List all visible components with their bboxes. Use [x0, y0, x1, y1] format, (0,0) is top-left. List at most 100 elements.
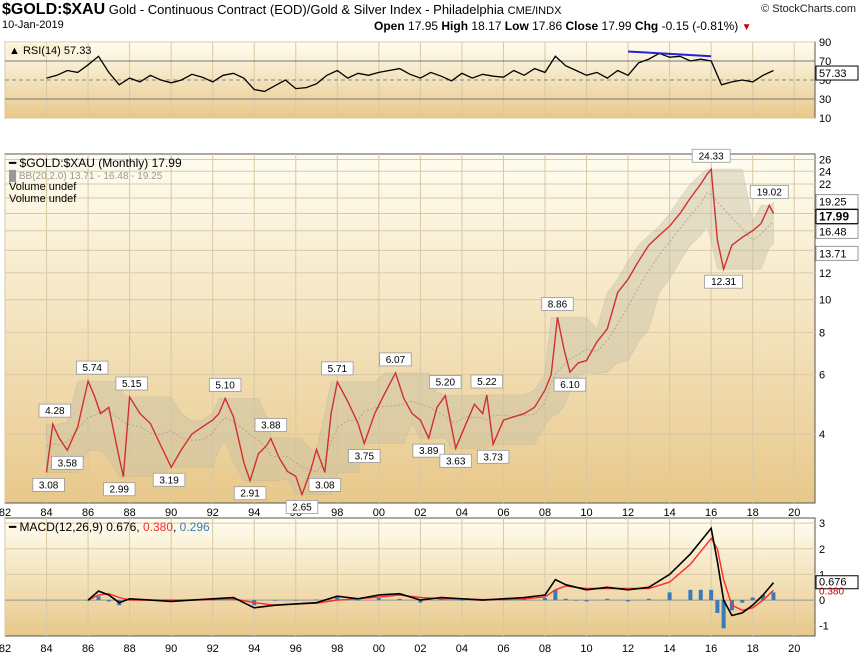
macd-legend-part: 0.296 [180, 520, 210, 534]
x-tick-label: 20 [788, 507, 800, 519]
price-line [45, 167, 775, 497]
x-tick-label: 98 [331, 507, 343, 519]
x-tick-label: 16 [705, 507, 717, 519]
macd-histogram-bar [721, 600, 726, 629]
annotation-box [439, 453, 472, 468]
annotation-label: 5.71 [328, 364, 348, 375]
bollinger-mid [46, 192, 774, 473]
annotation-label: 5.15 [122, 379, 142, 390]
rsi-tick-label: 30 [819, 94, 831, 106]
bb-legend: █ BB(20,2.0) 13.71 - 16.48 - 19.25 [9, 169, 163, 183]
macd-histogram-bar [86, 600, 91, 601]
x-tick-label: 04 [456, 507, 468, 519]
x-tick-label: 86 [82, 507, 94, 519]
price-tick-label: 12 [819, 268, 831, 280]
x-tick-label: 02 [414, 643, 426, 655]
macd-histogram-bar [553, 589, 558, 601]
annotation-label: 5.22 [477, 377, 497, 388]
x-tick-label: 12 [622, 507, 634, 519]
rsi-line [46, 52, 774, 93]
x-tick-label: 88 [123, 643, 135, 655]
annotation-label: 2.99 [109, 485, 129, 496]
x-tick-label: 96 [290, 643, 302, 655]
bollinger-band [46, 168, 774, 495]
annotation-label: 12.31 [711, 277, 736, 288]
macd-tick-label: 0 [819, 595, 825, 607]
macd-histogram-bar [459, 600, 464, 601]
x-tick-label: 86 [82, 643, 94, 655]
x-tick-label: 06 [497, 507, 509, 519]
x-tick-label: 02 [414, 507, 426, 519]
price-right-box [815, 245, 859, 261]
x-tick-label: 88 [123, 507, 135, 519]
x-tick-label: 06 [497, 643, 509, 655]
ohlc-line: Open 17.95 High 18.17 Low 17.86 Close 17… [374, 19, 752, 33]
macd-histogram-bar [584, 600, 589, 602]
annotation-label: 2.91 [240, 489, 260, 500]
annotation-label: 2.65 [292, 502, 312, 513]
annotation-label: 19.02 [757, 187, 782, 198]
annotation-label: 3.08 [39, 480, 59, 491]
price-right-label-bb_lower: 13.71 [819, 248, 847, 260]
macd-histogram-bar [314, 599, 319, 601]
price-right-box [815, 223, 859, 239]
annotation-label: 3.19 [159, 475, 179, 486]
annotation-box [470, 374, 504, 389]
rsi-current-value: 57.33 [819, 68, 847, 80]
macd-histogram-bar [771, 592, 776, 601]
x-tick-label: 92 [207, 507, 219, 519]
x-tick-label: 18 [747, 507, 759, 519]
annotation-label: 4.28 [45, 406, 65, 417]
price-tick-label: 10 [819, 295, 831, 307]
macd-legend-part: , [173, 520, 180, 534]
annotation-box [321, 361, 354, 376]
symbol: $GOLD:$XAU [2, 1, 106, 18]
macd-legend: ━ MACD(12,26,9) 0.676, 0.380, 0.296 [8, 520, 210, 534]
x-tick-label: 84 [40, 643, 52, 655]
x-tick-label: 94 [248, 507, 260, 519]
annotation-box [541, 297, 574, 311]
macd-current-value: 0.676 [819, 577, 847, 589]
annotation-box [379, 352, 412, 367]
rsi-divergence-line [628, 50, 712, 58]
macd-histogram-bar [397, 598, 402, 601]
x-tick-label: 08 [539, 507, 551, 519]
annotation-box [348, 449, 381, 463]
low-label: Low [504, 19, 529, 33]
macd-signal-current: 0.380 [819, 587, 844, 598]
open-label: Open [374, 19, 405, 33]
rsi-legend-bg [7, 44, 69, 56]
x-tick-label: 12 [622, 643, 634, 655]
exchange: CME/INDX [507, 5, 562, 17]
macd-histogram-bar [273, 600, 277, 601]
macd-histogram-bar [96, 596, 101, 601]
annotation-box [704, 274, 744, 289]
macd-histogram-bar [574, 600, 579, 601]
annotation-box [429, 375, 462, 389]
x-tick-label: 98 [331, 643, 343, 655]
description: Gold - Continuous Contract (EOD)/Gold & … [108, 2, 504, 17]
macd-panel [4, 517, 816, 637]
x-tick-label: 00 [373, 507, 385, 519]
macd-legend-part: 0.380 [143, 520, 173, 534]
macd-legend-part: 0.676 [106, 520, 136, 534]
annotation-box [51, 455, 84, 470]
price-legend: ━ $GOLD:$XAU (Monthly) 17.99 [8, 156, 182, 170]
x-tick-label: 94 [248, 643, 260, 655]
macd-histogram-bar [626, 600, 631, 602]
close-label: Close [565, 19, 599, 33]
macd-histogram-bar [563, 598, 568, 601]
x-tick-label: 04 [456, 643, 468, 655]
x-tick-label: 84 [40, 507, 52, 519]
annotation-label: 3.63 [446, 456, 466, 467]
high-value: 18.17 [471, 19, 502, 33]
chg-value: -0.15 (-0.81%) [661, 19, 739, 33]
x-tick-label: 82 [0, 643, 11, 655]
macd-histogram-bar [698, 589, 703, 601]
price-right-box [815, 194, 859, 210]
annotation-label: 5.74 [82, 363, 102, 374]
rsi-value-box [815, 65, 859, 81]
annotation-box [254, 418, 288, 432]
annotation-label: 3.08 [315, 480, 335, 491]
x-tick-label: 90 [165, 507, 177, 519]
